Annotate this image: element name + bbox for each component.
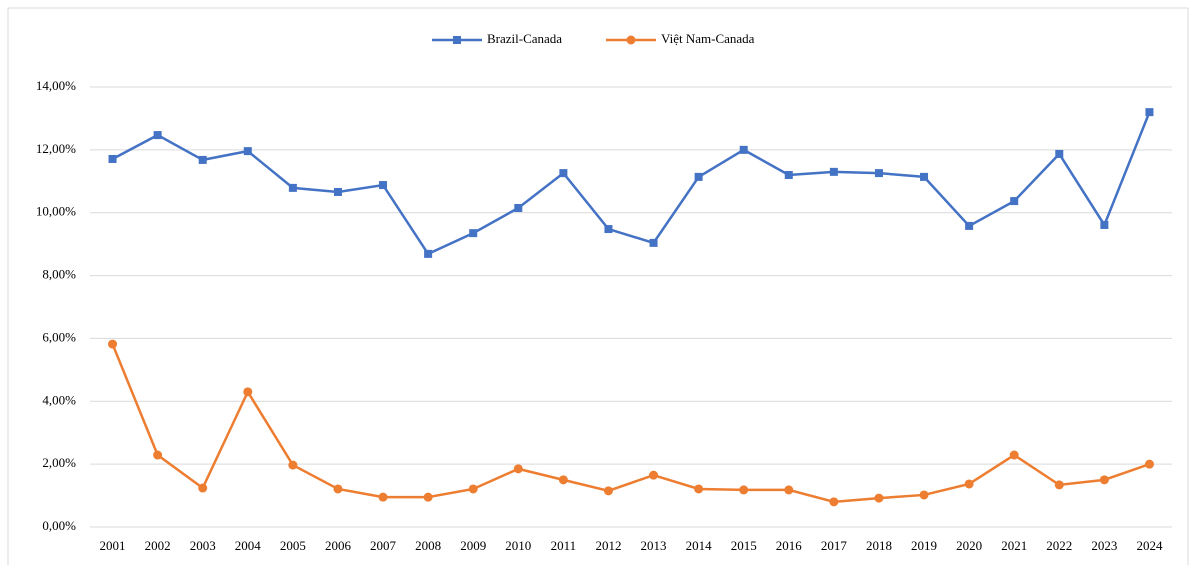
x-tick-label: 2014 <box>686 538 713 553</box>
data-point <box>558 475 568 485</box>
y-tick-label: 8,00% <box>42 267 76 282</box>
x-tick-label: 2007 <box>370 538 397 553</box>
chart-border <box>7 7 1189 570</box>
legend-label: Việt Nam-Canada <box>661 31 755 46</box>
x-tick-label: 2012 <box>595 538 621 553</box>
x-tick-label: 2008 <box>415 538 441 553</box>
x-tick-label: 2010 <box>505 538 531 553</box>
x-tick-label: 2019 <box>911 538 937 553</box>
data-point <box>1009 450 1019 460</box>
data-point <box>243 387 253 397</box>
data-point <box>153 131 162 140</box>
data-point <box>920 172 929 181</box>
legend-marker <box>626 35 636 45</box>
data-point <box>1055 149 1064 158</box>
data-point <box>1010 197 1019 206</box>
data-point <box>649 238 658 247</box>
y-tick-label: 14,00% <box>36 78 76 93</box>
legend-label: Brazil-Canada <box>487 31 562 46</box>
y-tick-label: 2,00% <box>42 455 76 470</box>
data-point <box>108 339 118 349</box>
y-tick-label: 12,00% <box>36 141 76 156</box>
data-point <box>784 485 794 495</box>
data-point <box>333 484 343 494</box>
y-tick-label: 4,00% <box>42 392 76 407</box>
data-point <box>604 225 613 234</box>
data-point <box>288 183 297 192</box>
data-point <box>784 171 793 179</box>
y-tick-label: 0,00% <box>42 518 76 533</box>
x-tick-label: 2002 <box>145 538 171 553</box>
data-point <box>514 204 523 212</box>
x-tick-label: 2001 <box>100 538 126 553</box>
x-tick-label: 2016 <box>776 538 803 553</box>
data-point <box>468 484 478 494</box>
data-point <box>288 460 298 470</box>
x-tick-label: 2005 <box>280 538 306 553</box>
data-point <box>513 464 523 474</box>
data-point <box>333 187 342 196</box>
data-point <box>829 497 839 507</box>
y-tick-label: 10,00% <box>36 204 76 219</box>
data-point <box>379 181 388 190</box>
data-point <box>739 145 748 154</box>
data-point <box>378 492 388 502</box>
x-tick-label: 2009 <box>460 538 486 553</box>
x-tick-label: 2017 <box>821 538 848 553</box>
x-tick-label: 2003 <box>190 538 216 553</box>
data-point <box>874 493 884 503</box>
data-point <box>559 169 568 178</box>
x-tick-label: 2015 <box>731 538 757 553</box>
data-point <box>829 167 838 176</box>
data-point <box>964 479 974 489</box>
data-point <box>469 229 478 238</box>
data-point <box>243 147 252 156</box>
x-tick-label: 2021 <box>1001 538 1027 553</box>
data-point <box>694 172 703 181</box>
series-line <box>111 343 1150 504</box>
data-point <box>1054 480 1064 490</box>
data-point <box>739 485 749 495</box>
x-tick-label: 2020 <box>956 538 982 553</box>
x-tick-label: 2006 <box>325 538 352 553</box>
data-point <box>603 486 613 496</box>
x-tick-label: 2024 <box>1136 538 1163 553</box>
data-point <box>965 221 974 230</box>
data-point <box>1099 475 1109 485</box>
x-tick-label: 2018 <box>866 538 892 553</box>
data-point <box>1145 108 1154 117</box>
data-point <box>1144 459 1154 469</box>
data-point <box>649 470 659 480</box>
data-point <box>694 484 704 494</box>
x-tick-label: 2004 <box>235 538 262 553</box>
data-point <box>423 492 433 502</box>
x-tick-label: 2023 <box>1091 538 1117 553</box>
y-tick-label: 6,00% <box>42 329 76 344</box>
data-point <box>424 249 433 258</box>
data-point <box>153 450 163 460</box>
x-tick-label: 2022 <box>1046 538 1072 553</box>
data-point <box>919 490 929 500</box>
data-point <box>1100 220 1109 229</box>
series-line <box>111 111 1151 256</box>
x-tick-label: 2011 <box>551 538 577 553</box>
data-point <box>198 483 208 493</box>
legend-marker <box>453 36 461 44</box>
data-point <box>874 169 883 178</box>
x-tick-label: 2013 <box>641 538 667 553</box>
data-point <box>198 155 207 164</box>
data-point <box>108 154 117 163</box>
